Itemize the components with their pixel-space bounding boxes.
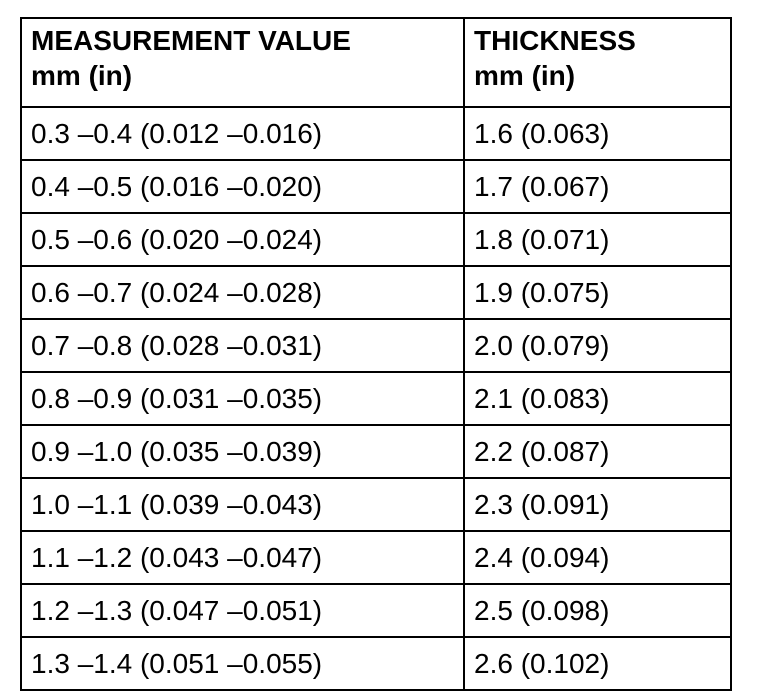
header-line: THICKNESS: [474, 25, 636, 56]
table-row: 0.4 –0.5 (0.016 –0.020) 1.7 (0.067): [20, 159, 732, 214]
table-cell: 1.8 (0.071): [463, 212, 732, 267]
table-cell: 1.9 (0.075): [463, 265, 732, 320]
table-cell: 0.4 –0.5 (0.016 –0.020): [20, 159, 465, 214]
table-cell: 1.2 –1.3 (0.047 –0.051): [20, 583, 465, 638]
table-cell: 0.7 –0.8 (0.028 –0.031): [20, 318, 465, 373]
header-line: mm (in): [31, 60, 133, 91]
table-row: 1.2 –1.3 (0.047 –0.051) 2.5 (0.098): [20, 583, 732, 638]
table-row: 0.9 –1.0 (0.035 –0.039) 2.2 (0.087): [20, 424, 732, 479]
table-cell: 2.2 (0.087): [463, 424, 732, 479]
table-cell: 0.8 –0.9 (0.031 –0.035): [20, 371, 465, 426]
table-cell: 1.0 –1.1 (0.039 –0.043): [20, 477, 465, 532]
table-row: 0.5 –0.6 (0.020 –0.024) 1.8 (0.071): [20, 212, 732, 267]
table-row: 0.8 –0.9 (0.031 –0.035) 2.1 (0.083): [20, 371, 732, 426]
table-row: 0.6 –0.7 (0.024 –0.028) 1.9 (0.075): [20, 265, 732, 320]
table-cell: 2.1 (0.083): [463, 371, 732, 426]
header-cell: MEASUREMENT VALUE mm (in): [20, 17, 465, 108]
table-row: 0.3 –0.4 (0.012 –0.016) 1.6 (0.063): [20, 106, 732, 161]
table-cell: 1.3 –1.4 (0.051 –0.055): [20, 636, 465, 691]
table-cell: 2.3 (0.091): [463, 477, 732, 532]
table-cell: 1.7 (0.067): [463, 159, 732, 214]
table-cell: 1.1 –1.2 (0.043 –0.047): [20, 530, 465, 585]
table-row: 1.1 –1.2 (0.043 –0.047) 2.4 (0.094): [20, 530, 732, 585]
table-cell: 1.6 (0.063): [463, 106, 732, 161]
table-cell: 2.5 (0.098): [463, 583, 732, 638]
table-cell: 0.9 –1.0 (0.035 –0.039): [20, 424, 465, 479]
table-cell: 2.0 (0.079): [463, 318, 732, 373]
table-row: 1.3 –1.4 (0.051 –0.055) 2.6 (0.102): [20, 636, 732, 691]
table-cell: 0.3 –0.4 (0.012 –0.016): [20, 106, 465, 161]
header-row: MEASUREMENT VALUE mm (in) THICKNESS mm (in): [20, 17, 732, 108]
header-cell: THICKNESS mm (in): [463, 17, 732, 108]
table-row: 1.0 –1.1 (0.039 –0.043) 2.3 (0.091): [20, 477, 732, 532]
table-row: 0.7 –0.8 (0.028 –0.031) 2.0 (0.079): [20, 318, 732, 373]
header-line: mm (in): [474, 60, 576, 91]
table-cell: 2.4 (0.094): [463, 530, 732, 585]
thickness-table: MEASUREMENT VALUE mm (in) THICKNESS mm (in)…: [20, 17, 732, 691]
table-body: 0.3 –0.4 (0.012 –0.016) 1.6 (0.063) 0.4 –0…: [20, 106, 732, 691]
table-cell: 0.6 –0.7 (0.024 –0.028): [20, 265, 465, 320]
header-line: MEASUREMENT VALUE: [31, 25, 351, 56]
table-cell: 0.5 –0.6 (0.020 –0.024): [20, 212, 465, 267]
table-cell: 2.6 (0.102): [463, 636, 732, 691]
